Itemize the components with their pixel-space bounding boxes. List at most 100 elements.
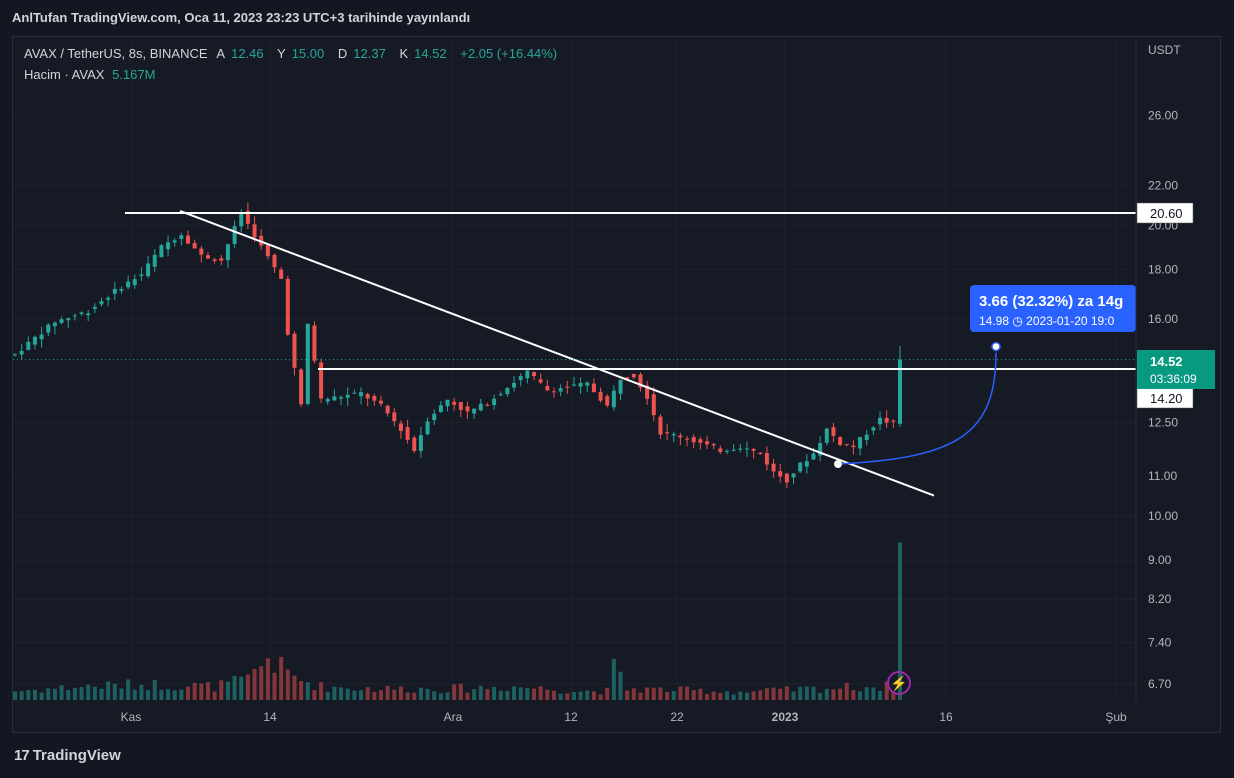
candle: [79, 311, 84, 316]
candle: [818, 436, 823, 462]
candle: [658, 413, 663, 439]
candle: [199, 245, 204, 263]
volume-bar: [758, 690, 763, 700]
volume-bar: [445, 692, 450, 700]
volume-bar: [186, 686, 191, 700]
candle-body: [106, 297, 111, 300]
price-tag-14-20[interactable]: 14.20: [1136, 387, 1194, 409]
candle-body: [179, 235, 184, 239]
volume-bar: [565, 693, 570, 700]
candle-body: [265, 244, 270, 257]
open-value: 12.46: [231, 46, 264, 61]
candle-body: [551, 391, 556, 393]
volume-bar: [631, 688, 636, 700]
projection-end-point[interactable]: [991, 341, 1001, 352]
candle-body: [525, 370, 530, 379]
volume-bar: [558, 693, 563, 700]
x-tick-label: Şub: [1105, 710, 1127, 724]
candle-body: [591, 383, 596, 393]
candle-body: [112, 288, 117, 294]
candle-body: [319, 362, 324, 399]
volume-bar: [878, 690, 883, 700]
candle: [192, 239, 197, 249]
projection-start-point[interactable]: [834, 460, 842, 469]
volume-bar: [458, 683, 463, 700]
candle-body: [26, 341, 31, 350]
symbol-label[interactable]: AVAX / TetherUS, 8s, BINANCE: [24, 46, 208, 61]
candle: [19, 343, 24, 360]
candle: [565, 380, 570, 394]
volume-bar: [665, 691, 670, 700]
candle: [838, 436, 843, 447]
candle: [225, 243, 230, 268]
candle: [472, 408, 477, 419]
candle: [824, 427, 829, 446]
candle-body: [92, 306, 97, 309]
volume-bar: [838, 688, 843, 700]
volume-bar: [891, 691, 896, 700]
volume-bar: [538, 686, 543, 700]
volume-bar: [285, 669, 290, 700]
candle-body: [838, 437, 843, 445]
candle: [764, 446, 769, 471]
candle: [671, 431, 676, 443]
candle-body: [478, 403, 483, 411]
projection-arc[interactable]: [837, 352, 997, 465]
candle-body: [864, 434, 869, 440]
volume-bar: [292, 675, 297, 700]
candle-body: [372, 396, 377, 401]
candle-body: [738, 448, 743, 450]
volume-bar: [152, 679, 157, 700]
candle: [711, 443, 716, 450]
candle-body: [598, 391, 603, 401]
candle-body: [891, 420, 896, 422]
price-tag-20-60[interactable]: 20.60: [1136, 202, 1194, 224]
y-tick-label: 26.00: [1148, 108, 1178, 122]
lightning-icon[interactable]: ⚡: [887, 671, 911, 695]
y-tick-label: 8.20: [1148, 592, 1172, 606]
candle-body: [811, 453, 816, 460]
candle-body: [512, 382, 517, 388]
volume-bar: [126, 679, 131, 700]
volume-bar: [425, 688, 430, 700]
x-tick-label: 22: [670, 710, 684, 724]
candle: [525, 368, 530, 384]
volume-bar: [571, 692, 576, 700]
tradingview-logo[interactable]: 17 TradingView: [14, 747, 121, 764]
projection-label[interactable]: 3.66 (32.32%) za 14g 14.98 ◷ 2023-01-20 1…: [970, 285, 1136, 332]
candle-body: [418, 435, 423, 451]
projection-label-bg: [970, 285, 1136, 332]
candle: [66, 317, 71, 329]
candle-body: [764, 453, 769, 465]
candle: [99, 297, 104, 307]
price-tag-20-60-text: 20.60: [1150, 206, 1183, 221]
volume-bar: [79, 687, 84, 700]
volume-bar: [824, 688, 829, 700]
volume-bar: [86, 684, 91, 700]
candle-body: [365, 394, 370, 399]
volume-bar: [319, 682, 324, 700]
candle: [485, 402, 490, 407]
candle-body: [671, 434, 676, 436]
candle-body: [898, 359, 902, 424]
x-tick-label: 16: [939, 710, 953, 724]
candle-body: [39, 334, 44, 340]
candle-body: [651, 394, 656, 416]
volume-bar: [132, 689, 137, 700]
candle: [884, 410, 889, 428]
volume-bar: [219, 680, 224, 700]
candle: [804, 454, 809, 474]
candle: [352, 389, 357, 394]
chart-legend: AVAX / TetherUS, 8s, BINANCE A 12.46 Y 15.…: [24, 46, 561, 61]
volume-bar: [13, 691, 17, 700]
candle-body: [844, 444, 849, 446]
descending-trendline[interactable]: [179, 210, 935, 497]
candle-body: [691, 437, 696, 443]
candle: [46, 323, 51, 337]
volume-bar: [252, 668, 257, 700]
candle: [398, 420, 403, 439]
candle-body: [86, 313, 91, 316]
last-price-tag[interactable]: 14.52 03:36:09: [1137, 350, 1215, 389]
candle: [265, 244, 270, 260]
